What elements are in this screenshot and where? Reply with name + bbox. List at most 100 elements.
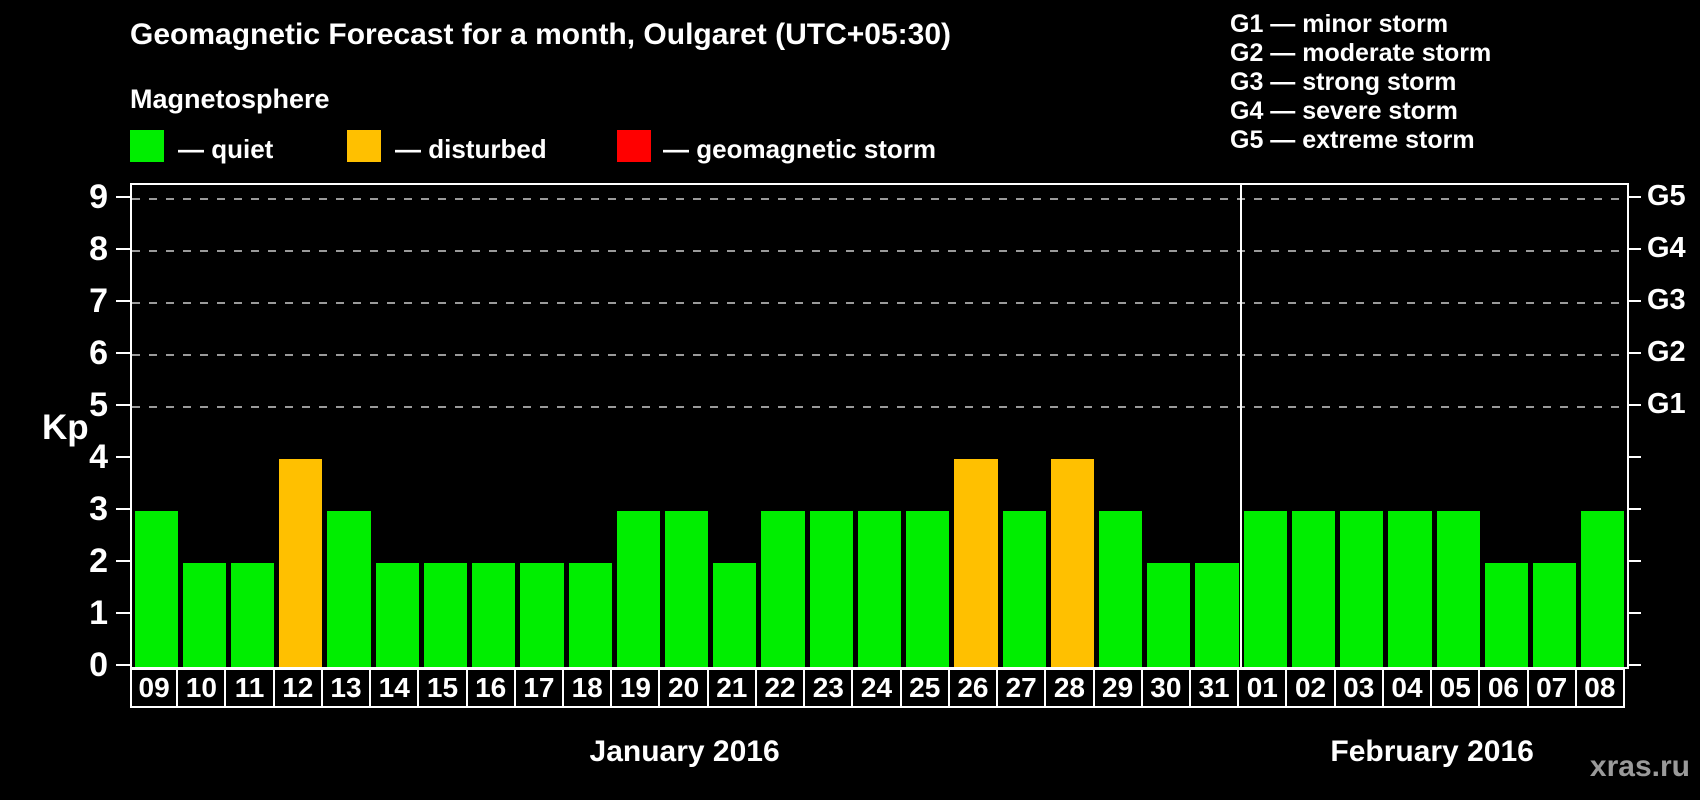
bar-day-16	[472, 563, 516, 667]
left-tick-kp6	[116, 352, 130, 354]
day-box-06: 06	[1478, 668, 1529, 708]
month-label-february: February 2016	[1330, 735, 1534, 768]
right-tick-kp7	[1627, 300, 1641, 302]
day-box-20: 20	[658, 668, 709, 708]
bar-day-04	[1388, 511, 1432, 667]
month-separator-line	[1240, 185, 1243, 667]
bar-day-21	[713, 563, 757, 667]
right-tick-kp1	[1627, 612, 1641, 614]
storm-scale-line-g1: G1 — minor storm	[1230, 10, 1449, 38]
bar-day-15	[423, 563, 468, 667]
bar-day-08	[1581, 511, 1625, 667]
bar-day-01	[1243, 511, 1287, 667]
right-tick-kp0	[1627, 664, 1641, 666]
bar-day-09	[134, 511, 178, 667]
left-tick-kp2	[116, 560, 130, 562]
plot-area	[130, 183, 1629, 669]
day-box-31: 31	[1188, 668, 1240, 708]
bar-day-07	[1533, 563, 1577, 667]
y-axis-label-9: 9	[89, 178, 108, 216]
day-box-23: 23	[803, 668, 854, 708]
gridline-kp5	[132, 406, 1627, 408]
day-box-08: 08	[1574, 668, 1625, 708]
bar-day-28	[1050, 459, 1094, 667]
day-box-13: 13	[320, 668, 372, 708]
magnetosphere-heading: Magnetosphere	[130, 84, 330, 114]
day-box-14: 14	[369, 668, 420, 708]
watermark: xras.ru	[1589, 750, 1690, 783]
bar-day-03	[1340, 511, 1384, 667]
chart-title: Geomagnetic Forecast for a month, Oulgar…	[130, 18, 952, 51]
bar-day-18	[568, 563, 612, 667]
day-box-18: 18	[562, 668, 613, 708]
legend-swatch-quiet	[130, 130, 164, 162]
left-tick-kp7	[116, 300, 130, 302]
right-tick-kp4	[1627, 456, 1641, 458]
g-axis-label-g4: G4	[1647, 232, 1686, 264]
bar-day-20	[664, 511, 709, 667]
bar-day-19	[616, 511, 660, 667]
day-box-10: 10	[176, 668, 227, 708]
bar-day-17	[520, 563, 564, 667]
left-tick-kp1	[116, 612, 130, 614]
bar-day-22	[761, 511, 805, 667]
day-box-26: 26	[947, 668, 999, 708]
bar-day-31	[1195, 563, 1239, 667]
gridline-kp9	[132, 198, 1627, 200]
bar-day-24	[857, 511, 902, 667]
left-tick-kp9	[116, 196, 130, 198]
day-box-24: 24	[851, 668, 902, 708]
day-box-30: 30	[1140, 668, 1191, 708]
left-tick-kp3	[116, 508, 130, 510]
right-tick-kp5	[1627, 404, 1641, 406]
storm-scale-line-g2: G2 — moderate storm	[1230, 39, 1492, 67]
bar-day-11	[230, 563, 275, 667]
day-box-25: 25	[899, 668, 950, 708]
left-tick-kp5	[116, 404, 130, 406]
bar-day-13	[327, 511, 371, 667]
day-box-16: 16	[465, 668, 516, 708]
right-tick-kp3	[1627, 508, 1641, 510]
month-label-january: January 2016	[589, 735, 780, 768]
y-axis-title-kp: Kp	[42, 408, 89, 447]
bar-day-14	[375, 563, 419, 667]
day-box-05: 05	[1430, 668, 1481, 708]
bar-day-27	[1002, 511, 1046, 667]
day-box-22: 22	[754, 668, 806, 708]
day-box-04: 04	[1381, 668, 1433, 708]
right-tick-kp8	[1627, 248, 1641, 250]
day-box-11: 11	[224, 668, 275, 708]
bar-day-12	[279, 459, 323, 667]
day-box-12: 12	[272, 668, 323, 708]
y-axis-label-0: 0	[89, 646, 108, 684]
day-box-28: 28	[1044, 668, 1095, 708]
storm-scale-line-g5: G5 — extreme storm	[1230, 126, 1475, 154]
day-box-03: 03	[1333, 668, 1384, 708]
bar-day-26	[954, 459, 998, 667]
y-axis-label-1: 1	[89, 594, 108, 632]
legend-swatch-storm	[617, 130, 651, 162]
y-axis-label-3: 3	[89, 490, 108, 528]
day-box-19: 19	[610, 668, 661, 708]
y-axis-label-6: 6	[89, 334, 108, 372]
g-axis-label-g5: G5	[1647, 180, 1686, 212]
bar-day-05	[1436, 511, 1480, 667]
day-box-01: 01	[1237, 668, 1288, 708]
day-box-21: 21	[706, 668, 757, 708]
bar-day-25	[906, 511, 950, 667]
y-axis-label-2: 2	[89, 542, 108, 580]
day-box-09: 09	[130, 668, 179, 708]
bar-day-29	[1099, 511, 1143, 667]
storm-scale-line-g3: G3 — strong storm	[1230, 68, 1457, 96]
legend-swatch-disturbed	[347, 130, 381, 162]
bar-day-02	[1291, 511, 1336, 667]
day-box-29: 29	[1092, 668, 1143, 708]
bar-day-23	[809, 511, 853, 667]
bar-day-06	[1484, 563, 1529, 667]
gridline-kp8	[132, 250, 1627, 252]
day-box-15: 15	[417, 668, 468, 708]
legend-label-quiet: — quiet	[178, 134, 274, 164]
right-tick-kp2	[1627, 560, 1641, 562]
gridline-kp7	[132, 302, 1627, 304]
storm-scale-line-g4: G4 — severe storm	[1230, 97, 1458, 125]
